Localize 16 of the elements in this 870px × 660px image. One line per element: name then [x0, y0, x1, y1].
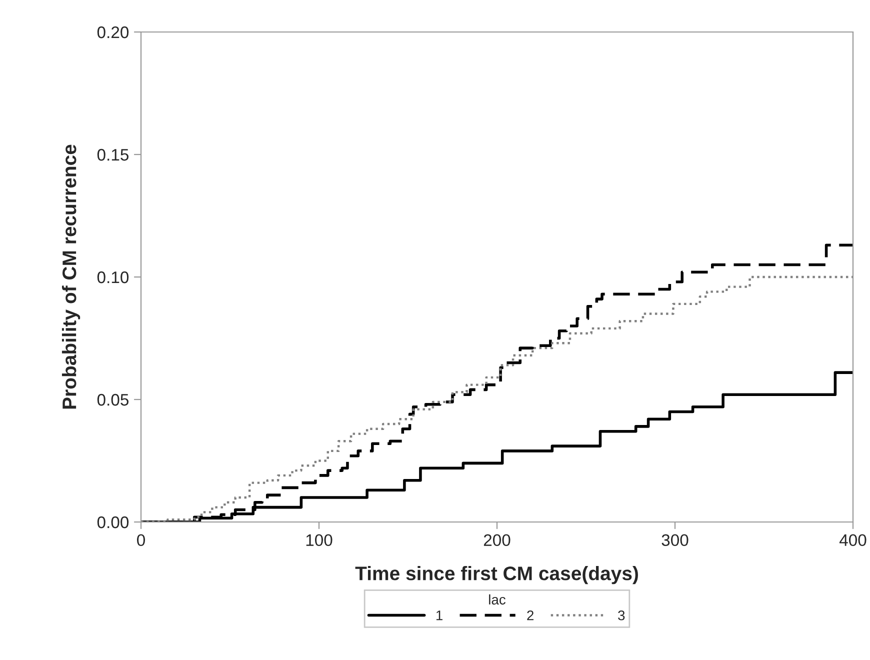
- x-tick-label: 100: [306, 534, 332, 546]
- legend-title: lac: [489, 594, 506, 605]
- y-tick-label: 0.15: [97, 148, 128, 161]
- x-tick-label: 200: [484, 534, 510, 546]
- y-tick-label: 0.00: [97, 516, 129, 528]
- legend-label: 3: [618, 610, 625, 620]
- x-axis-title: Time since first CM case(days): [355, 566, 638, 584]
- y-tick-label: 0.05: [97, 394, 128, 406]
- legend-label: 1: [436, 610, 442, 620]
- y-tick-label: 0.10: [97, 271, 129, 284]
- legend-label: 2: [527, 610, 534, 620]
- y-tick-label: 0.20: [97, 26, 129, 38]
- y-axis-title: Probability of CM recurrence: [62, 144, 80, 409]
- x-tick-label: 300: [662, 534, 688, 546]
- x-tick-label: 0: [137, 534, 145, 546]
- x-tick-label: 400: [839, 534, 866, 546]
